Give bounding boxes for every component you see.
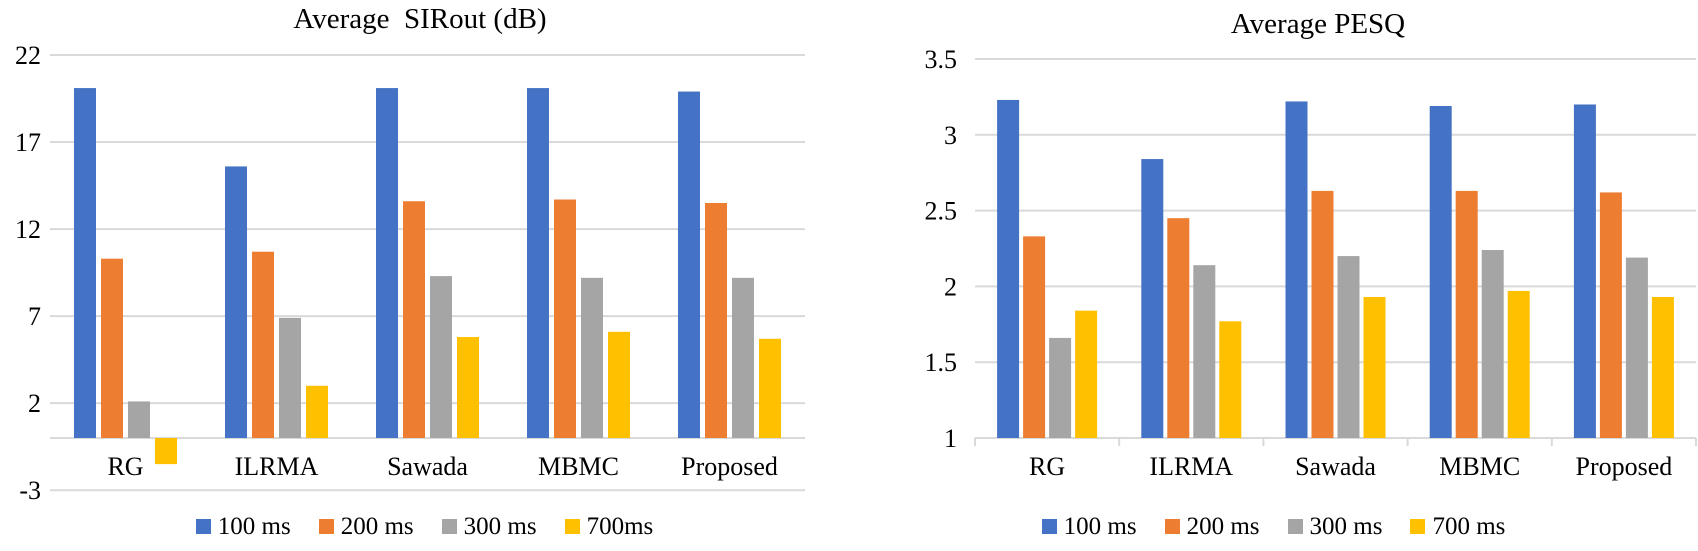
bar-200-ms-mbmc bbox=[554, 199, 576, 438]
bar-700ms-proposed bbox=[759, 338, 781, 438]
bar-200-ms-mbmc bbox=[1455, 190, 1478, 438]
legend-label-700ms: 700ms bbox=[586, 512, 654, 540]
bar-300-ms-mbmc bbox=[581, 277, 603, 438]
bar-100-ms-proposed bbox=[678, 91, 700, 439]
bar-200-ms-proposed bbox=[705, 202, 727, 438]
bar-100-ms-sawada bbox=[376, 88, 398, 438]
legend-label-200-ms: 200 ms bbox=[340, 512, 414, 540]
y-axis-tick-label-12: 12 bbox=[15, 215, 41, 244]
bar-300-ms-ilrma bbox=[279, 317, 301, 438]
bar-700ms-mbmc bbox=[608, 331, 630, 438]
bar-200-ms-ilrma bbox=[1167, 218, 1190, 438]
legend-item-100-ms: 100 ms bbox=[1041, 512, 1137, 540]
legend-swatch-300-ms bbox=[1287, 518, 1303, 534]
bar-100-ms-rg bbox=[997, 99, 1020, 438]
bar-700-ms-ilrma bbox=[1219, 321, 1242, 438]
legend-sirout: 100 ms 200 ms 300 ms 700ms bbox=[0, 506, 849, 546]
bar-100-ms-mbmc bbox=[1429, 105, 1452, 438]
legend-item-200-ms: 200 ms bbox=[318, 512, 414, 540]
x-axis-label-sawada: Sawada bbox=[1295, 452, 1376, 481]
x-axis-label-proposed: Proposed bbox=[681, 452, 778, 481]
x-axis-label-rg: RG bbox=[107, 452, 143, 481]
legend-item-300-ms: 300 ms bbox=[441, 512, 537, 540]
x-axis-label-proposed: Proposed bbox=[1576, 452, 1673, 481]
x-axis-label-rg: RG bbox=[1029, 452, 1065, 481]
bar-300-ms-ilrma bbox=[1193, 265, 1216, 438]
legend-swatch-300-ms bbox=[441, 518, 457, 534]
bar-200-ms-rg bbox=[1023, 236, 1046, 438]
chart-title-sirout: Average SIRout (dB) bbox=[293, 3, 547, 35]
bar-300-ms-rg bbox=[1049, 337, 1072, 438]
bar-100-ms-proposed bbox=[1573, 104, 1596, 438]
y-axis-tick-label-3-5: 3.5 bbox=[925, 45, 958, 74]
bar-300-ms-rg bbox=[128, 401, 150, 438]
y-axis-tick-label-22: 22 bbox=[15, 41, 41, 70]
bar-100-ms-ilrma bbox=[225, 166, 247, 438]
bar-700-ms-proposed bbox=[1651, 297, 1674, 438]
x-axis-label-sawada: Sawada bbox=[387, 452, 468, 481]
legend-label-200-ms: 200 ms bbox=[1186, 512, 1260, 540]
bar-200-ms-rg bbox=[101, 258, 123, 438]
y-axis-tick-label-2: 2 bbox=[944, 272, 957, 301]
bar-700-ms-rg bbox=[1075, 310, 1098, 438]
bar-700ms-ilrma bbox=[306, 385, 328, 438]
y-axis-tick-label-2: 2 bbox=[28, 389, 41, 418]
bar-300-ms-proposed bbox=[732, 277, 754, 438]
legend-swatch-100-ms bbox=[195, 518, 211, 534]
legend-label-300-ms: 300 ms bbox=[1309, 512, 1383, 540]
legend-label-700-ms: 700 ms bbox=[1432, 512, 1506, 540]
legend-label-100-ms: 100 ms bbox=[1063, 512, 1137, 540]
x-axis-label-mbmc: MBMC bbox=[1439, 452, 1520, 481]
bar-100-ms-ilrma bbox=[1141, 159, 1164, 438]
bar-200-ms-sawada bbox=[403, 201, 425, 438]
bar-700ms-sawada bbox=[457, 337, 479, 438]
x-axis-label-mbmc: MBMC bbox=[538, 452, 619, 481]
y-axis-tick-label-3: -3 bbox=[19, 476, 41, 505]
bar-200-ms-sawada bbox=[1311, 190, 1334, 438]
legend-swatch-700ms bbox=[564, 518, 580, 534]
chart-title-pesq: Average PESQ bbox=[1230, 8, 1406, 40]
bar-300-ms-proposed bbox=[1625, 257, 1648, 438]
legend-swatch-200-ms bbox=[318, 518, 334, 534]
bar-300-ms-sawada bbox=[1337, 256, 1360, 438]
bar-300-ms-mbmc bbox=[1481, 250, 1504, 438]
legend-label-300-ms: 300 ms bbox=[463, 512, 537, 540]
legend-swatch-100-ms bbox=[1041, 518, 1057, 534]
bar-100-ms-sawada bbox=[1285, 101, 1308, 438]
x-axis-label-ilrma: ILRMA bbox=[235, 452, 319, 481]
bar-200-ms-proposed bbox=[1599, 192, 1622, 438]
legend-item-200-ms: 200 ms bbox=[1164, 512, 1260, 540]
legend-item-100-ms: 100 ms bbox=[195, 512, 291, 540]
legend-item-700ms: 700ms bbox=[564, 512, 654, 540]
y-axis-tick-label-2-5: 2.5 bbox=[925, 197, 958, 226]
legend-item-300-ms: 300 ms bbox=[1287, 512, 1383, 540]
y-axis-tick-label-1: 1 bbox=[944, 424, 957, 453]
y-axis-tick-label-1-5: 1.5 bbox=[925, 348, 958, 377]
x-axis-label-ilrma: ILRMA bbox=[1149, 452, 1233, 481]
bar-100-ms-mbmc bbox=[527, 88, 549, 438]
bar-700-ms-mbmc bbox=[1507, 290, 1530, 438]
legend-item-700-ms: 700 ms bbox=[1410, 514, 1505, 539]
bar-100-ms-rg bbox=[74, 88, 96, 438]
bar-300-ms-sawada bbox=[430, 276, 452, 438]
legend-swatch-200-ms bbox=[1164, 518, 1180, 534]
legend-swatch-700-ms bbox=[1410, 518, 1426, 534]
legend-pesq: 100 ms 200 ms 300 ms 700 ms bbox=[849, 506, 1698, 546]
bar-700ms-rg bbox=[155, 438, 177, 465]
y-axis-tick-label-7: 7 bbox=[28, 302, 41, 331]
bar-200-ms-ilrma bbox=[252, 251, 274, 438]
bar-700-ms-sawada bbox=[1363, 297, 1386, 438]
legend-label-100-ms: 100 ms bbox=[217, 512, 291, 540]
y-axis-tick-label-3: 3 bbox=[944, 121, 957, 150]
y-axis-tick-label-17: 17 bbox=[15, 128, 41, 157]
